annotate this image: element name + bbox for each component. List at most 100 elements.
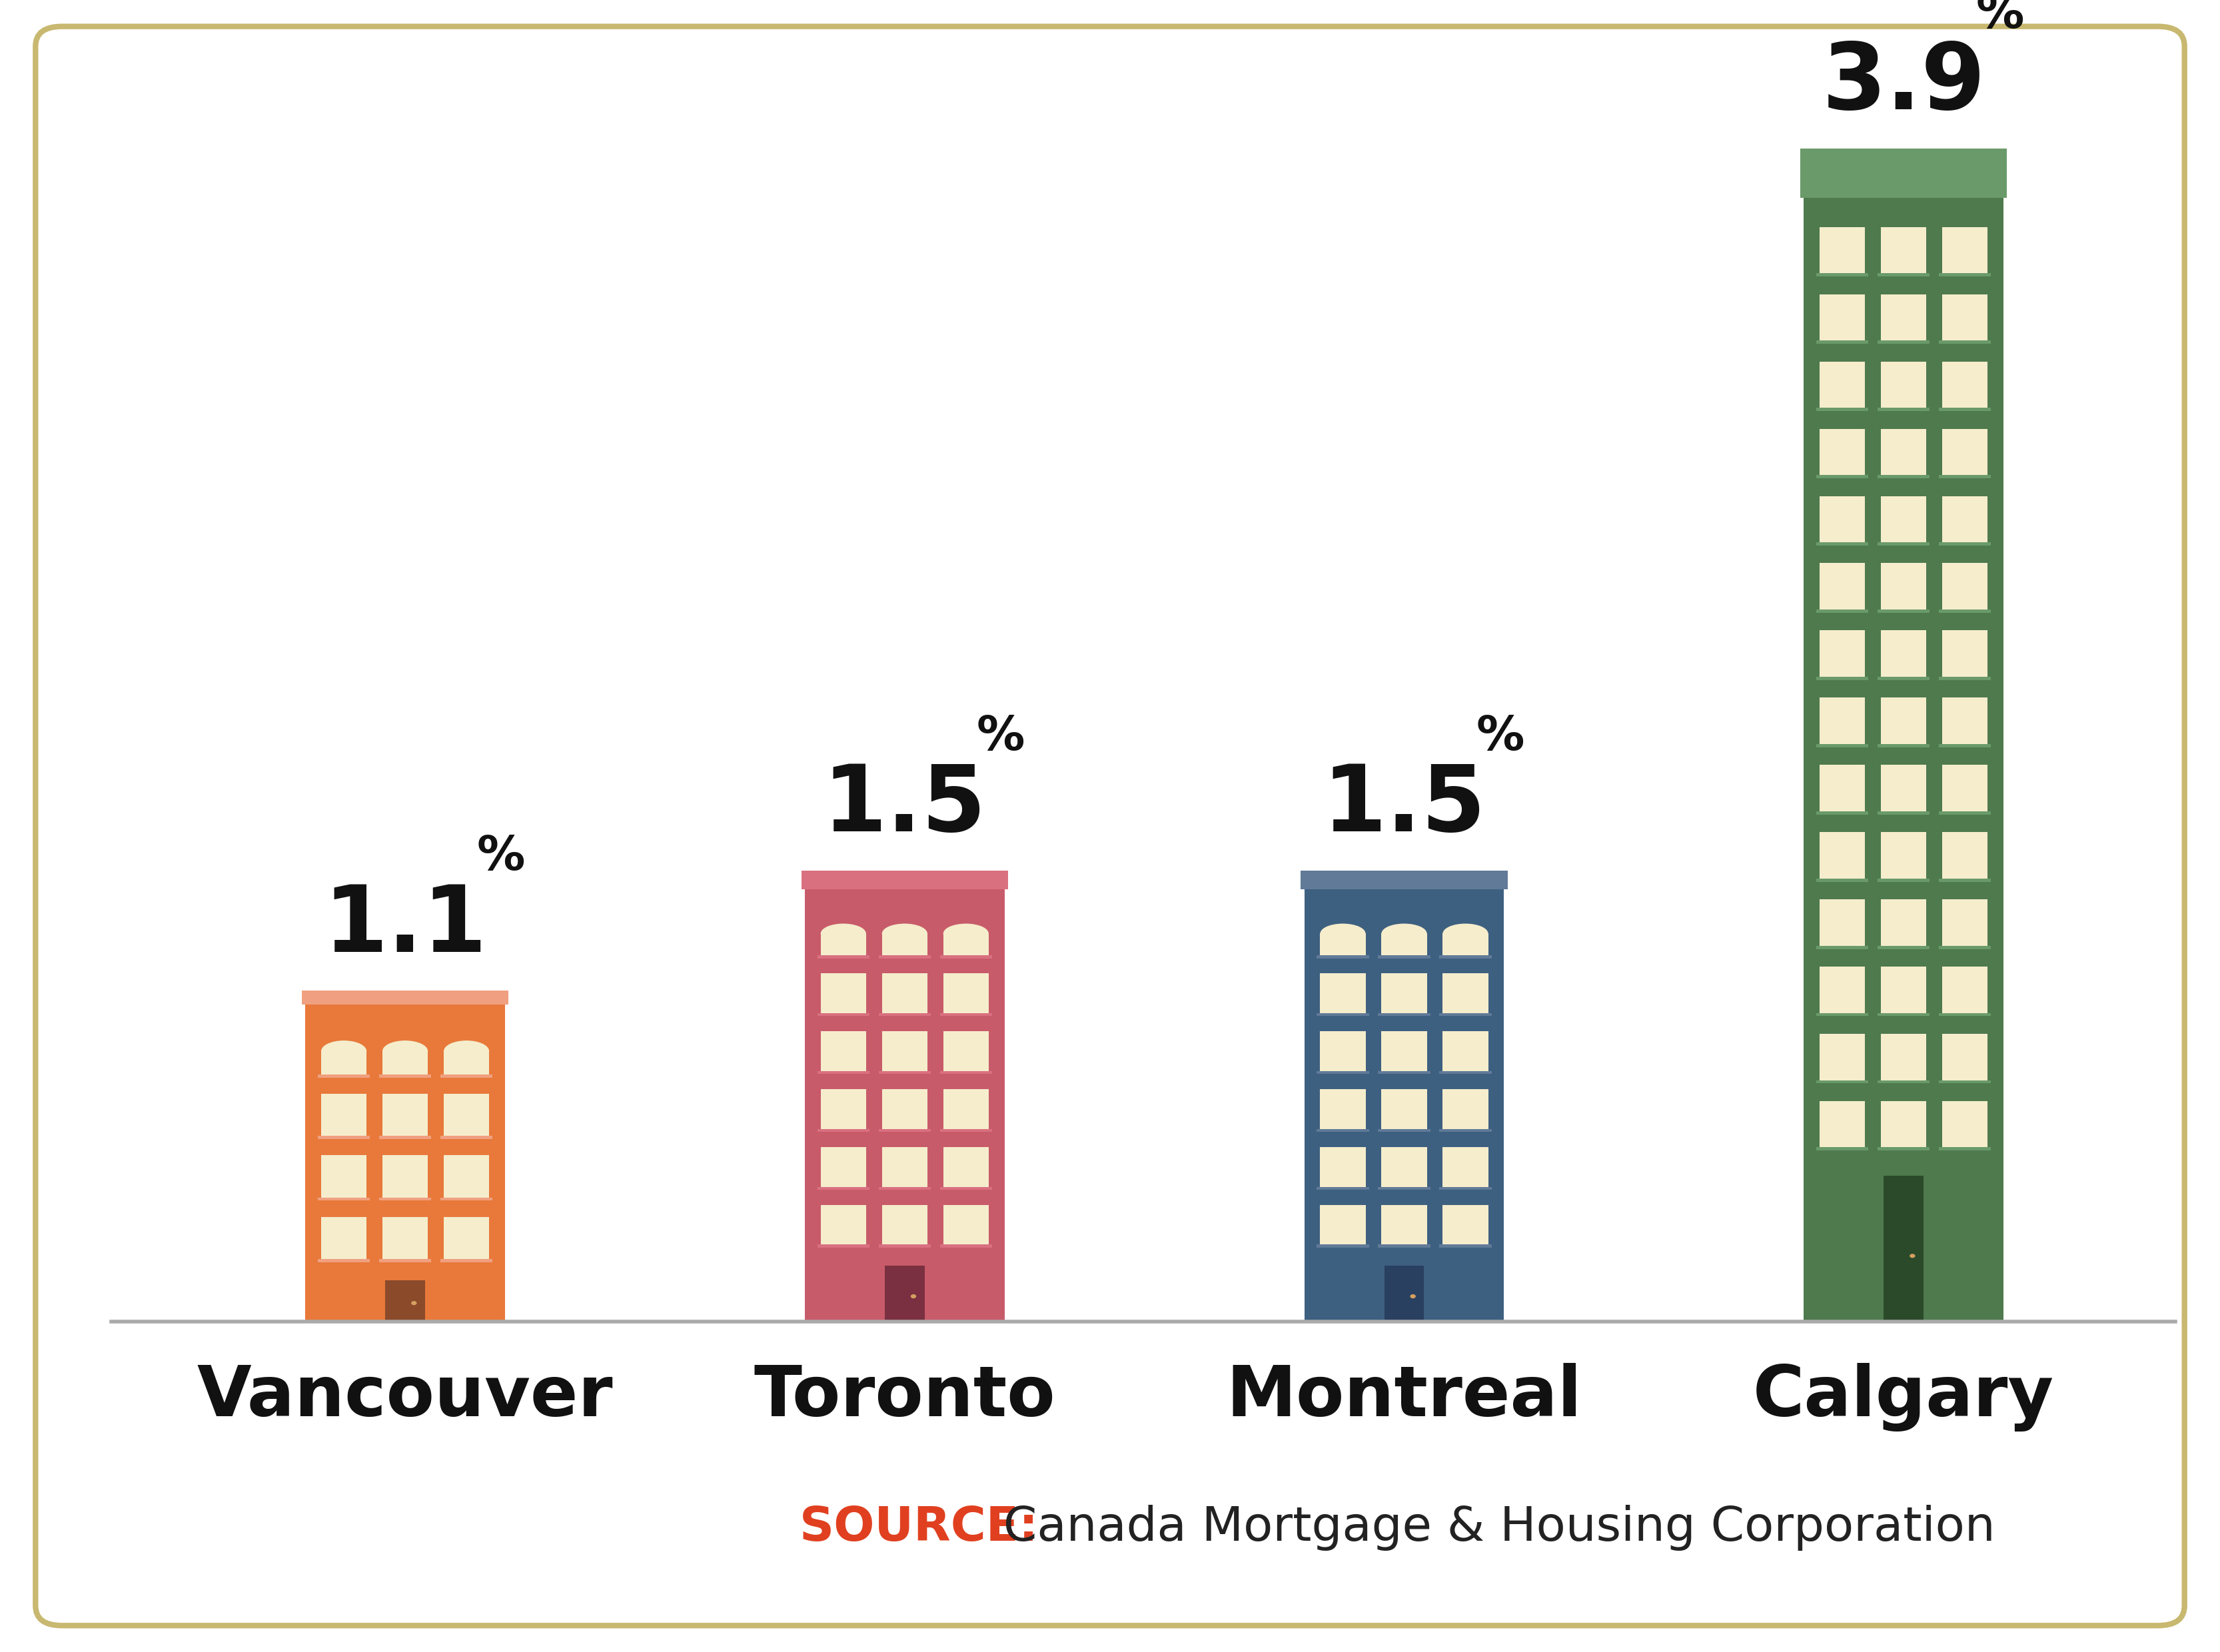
Bar (944, 1204, 988, 1244)
Bar (1938, 945, 1991, 948)
Bar (1439, 1013, 1492, 1016)
Text: 1.5: 1.5 (824, 760, 986, 851)
Bar (1379, 1186, 1430, 1189)
Bar (1443, 1089, 1487, 1128)
Bar (817, 1128, 870, 1132)
Bar (1942, 1100, 1987, 1148)
Circle shape (1909, 1254, 1916, 1257)
Text: Vancouver: Vancouver (198, 1363, 613, 1431)
Bar (1816, 743, 1869, 747)
Bar (939, 1070, 992, 1074)
Bar (1321, 973, 1365, 1013)
Bar (1816, 1013, 1869, 1016)
Ellipse shape (944, 923, 988, 943)
Bar (1379, 1128, 1430, 1132)
Bar (1880, 1034, 1927, 1080)
Bar (1305, 889, 1505, 1322)
Bar (1816, 1080, 1869, 1084)
Bar (1880, 697, 1927, 743)
Bar (1878, 542, 1929, 545)
Circle shape (910, 1294, 917, 1298)
Bar (322, 1218, 366, 1259)
Bar (1443, 973, 1487, 1013)
Bar (1816, 542, 1869, 545)
Bar (1938, 677, 1991, 681)
Bar (1381, 933, 1427, 955)
Bar (1439, 1128, 1492, 1132)
Bar (1878, 811, 1929, 814)
Bar (1878, 340, 1929, 344)
Bar (1381, 973, 1427, 1013)
Bar (944, 1089, 988, 1128)
Bar (1316, 1244, 1370, 1247)
Bar (1942, 697, 1987, 743)
Bar (1820, 496, 1865, 542)
Bar (1938, 408, 1991, 411)
Bar (1878, 1080, 1929, 1084)
Bar (881, 933, 928, 955)
Bar (322, 1094, 366, 1137)
Bar (1820, 631, 1865, 677)
Bar (1820, 1034, 1865, 1080)
Bar (1880, 631, 1927, 677)
Bar (1439, 1244, 1492, 1247)
Bar (1816, 340, 1869, 344)
Text: Montreal: Montreal (1225, 1363, 1583, 1431)
Bar (1321, 1146, 1365, 1186)
Bar (1880, 430, 1927, 476)
Bar (944, 1146, 988, 1186)
Bar (386, 1280, 424, 1322)
Bar (382, 1218, 428, 1259)
Bar (881, 1089, 928, 1128)
Bar (881, 1204, 928, 1244)
Bar (1938, 1080, 1991, 1084)
Text: Canada Mortgage & Housing Corporation: Canada Mortgage & Housing Corporation (988, 1505, 1996, 1551)
Bar (1800, 149, 2007, 198)
Bar (1878, 879, 1929, 882)
Ellipse shape (1443, 923, 1487, 943)
Bar (1938, 542, 1991, 545)
Bar (382, 1051, 428, 1074)
Bar (317, 1198, 371, 1201)
Bar (1820, 294, 1865, 340)
Bar (817, 1244, 870, 1247)
Bar (1878, 476, 1929, 479)
Bar (382, 1155, 428, 1198)
Bar (1381, 1089, 1427, 1128)
Bar (1816, 408, 1869, 411)
Bar (1381, 1146, 1427, 1186)
Bar (1820, 899, 1865, 945)
Bar (1321, 1089, 1365, 1128)
Bar (1942, 1034, 1987, 1080)
Bar (1938, 811, 1991, 814)
Ellipse shape (322, 1041, 366, 1062)
Bar (1820, 430, 1865, 476)
Bar (322, 1155, 366, 1198)
Bar (881, 1031, 928, 1070)
Bar (1880, 362, 1927, 408)
Bar (1878, 677, 1929, 681)
Text: Toronto: Toronto (755, 1363, 1054, 1431)
Bar (382, 1094, 428, 1137)
Bar (1878, 274, 1929, 276)
Bar (302, 991, 508, 1004)
Bar (1816, 274, 1869, 276)
Bar (322, 1051, 366, 1074)
Bar (1321, 1204, 1365, 1244)
Bar (1820, 966, 1865, 1013)
Text: 3.9: 3.9 (1823, 40, 1985, 129)
Bar (1942, 430, 1987, 476)
Bar (1820, 563, 1865, 610)
Bar (380, 1259, 431, 1262)
Bar (944, 1031, 988, 1070)
Bar (1439, 955, 1492, 958)
Bar (879, 955, 930, 958)
Bar (1816, 1148, 1869, 1150)
Bar (1942, 765, 1987, 811)
Bar (1938, 1148, 1991, 1150)
Bar (1938, 879, 1991, 882)
Bar (1443, 1204, 1487, 1244)
Bar (817, 1013, 870, 1016)
Bar (1820, 833, 1865, 879)
Bar (1443, 933, 1487, 955)
